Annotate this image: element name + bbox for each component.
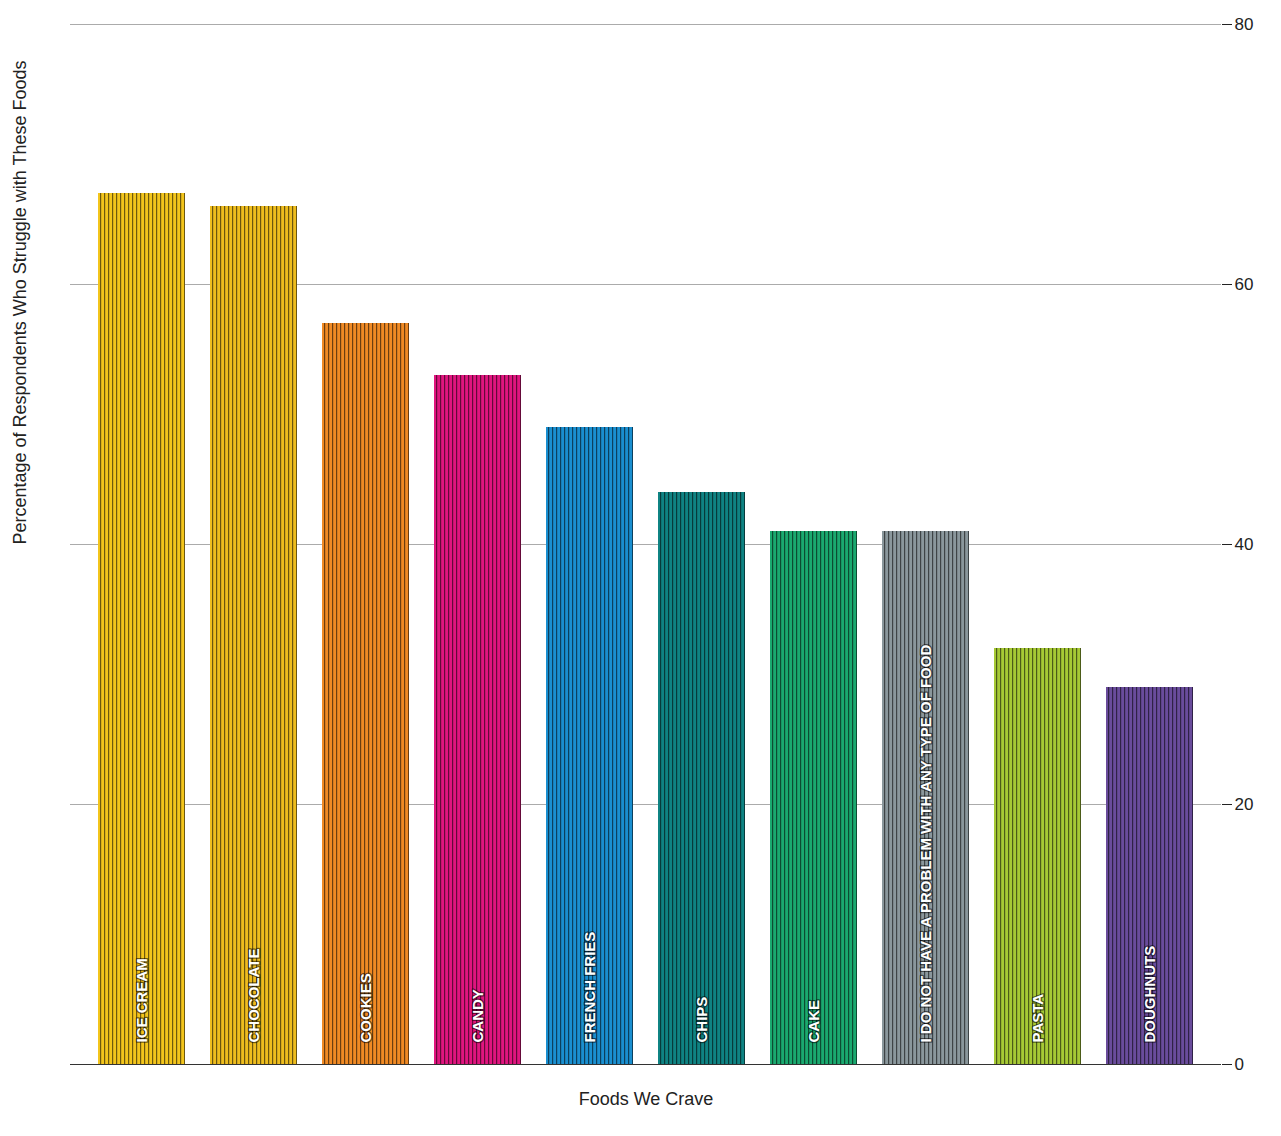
- svg-text:40: 40: [1235, 535, 1254, 554]
- svg-text:Foods We Crave: Foods We Crave: [579, 1089, 714, 1109]
- svg-text:DOUGHNUTS: DOUGHNUTS: [1141, 946, 1158, 1043]
- svg-text:CHOCOLATE: CHOCOLATE: [245, 949, 262, 1043]
- svg-text:Percentage of Respondents Who: Percentage of Respondents Who Struggle w…: [10, 61, 30, 545]
- svg-text:60: 60: [1235, 275, 1254, 294]
- svg-text:I DO NOT HAVE A PROBLEM WITH A: I DO NOT HAVE A PROBLEM WITH ANY TYPE OF…: [917, 645, 934, 1043]
- svg-text:CANDY: CANDY: [469, 989, 486, 1042]
- svg-text:0: 0: [1235, 1055, 1244, 1074]
- svg-text:FRENCH FRIES: FRENCH FRIES: [581, 932, 598, 1043]
- svg-text:ICE CREAM: ICE CREAM: [133, 958, 150, 1042]
- svg-text:CAKE: CAKE: [805, 1000, 822, 1043]
- svg-text:COOKIES: COOKIES: [357, 973, 374, 1042]
- svg-text:20: 20: [1235, 795, 1254, 814]
- svg-text:PASTA: PASTA: [1029, 994, 1046, 1043]
- svg-text:80: 80: [1235, 15, 1254, 34]
- svg-text:CHIPS: CHIPS: [693, 997, 710, 1043]
